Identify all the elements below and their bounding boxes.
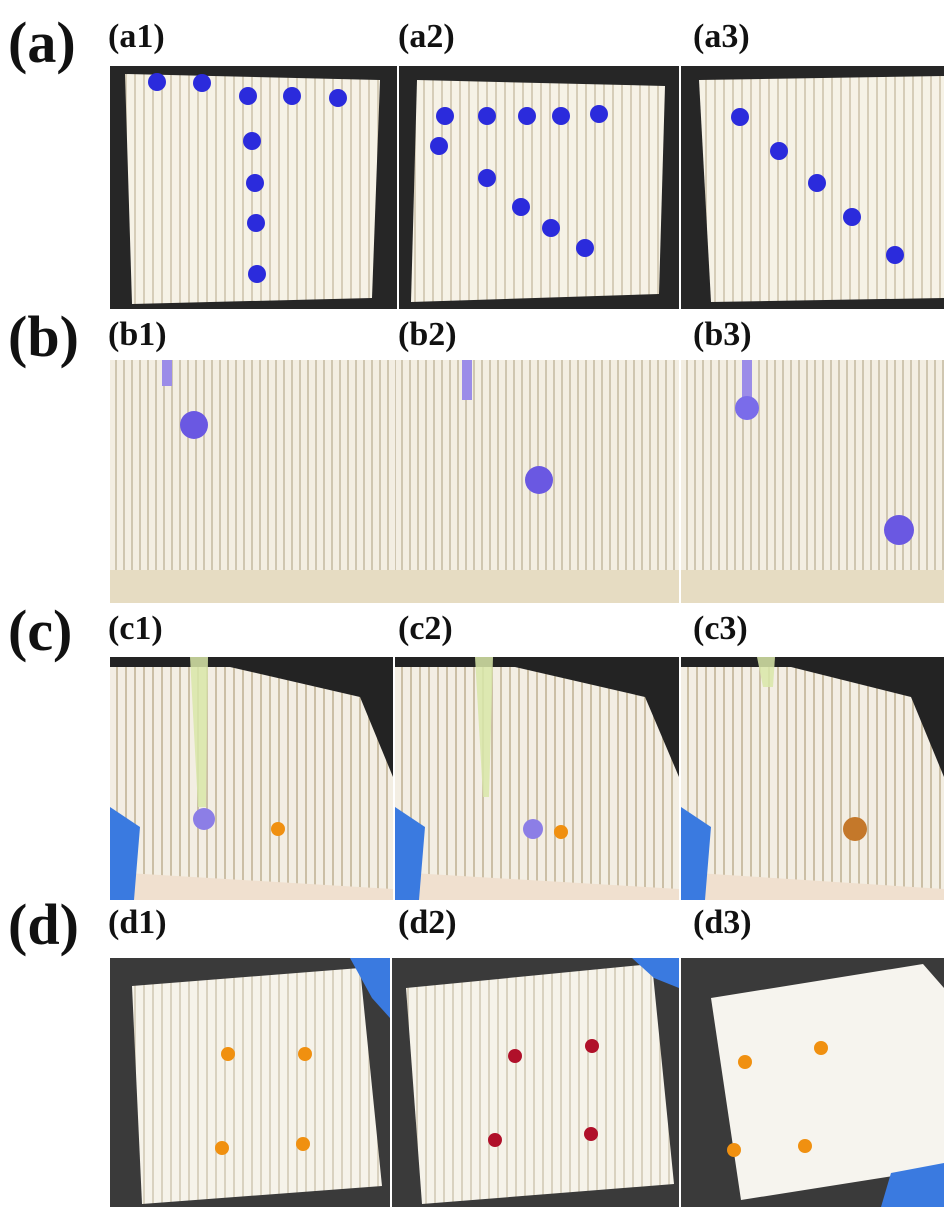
photo-d3 <box>681 958 944 1207</box>
row-label-c: (c) <box>8 598 73 663</box>
panel-label-c2: (c2) <box>398 610 453 647</box>
panel-label-a1: (a1) <box>108 18 165 55</box>
photo-a1 <box>110 66 397 309</box>
droplets-diagonal <box>731 108 904 264</box>
photo-d2 <box>392 958 679 1207</box>
panel-label-a3: (a3) <box>693 18 750 55</box>
droplet <box>884 515 914 545</box>
pipette-tip <box>757 657 775 687</box>
red-droplets <box>488 1039 599 1147</box>
mixed-droplet <box>843 817 867 841</box>
pipette-tip <box>162 360 172 386</box>
droplet <box>180 411 208 439</box>
photo-b1 <box>110 360 397 603</box>
photo-a2 <box>399 66 679 309</box>
droplets-l-diagonal <box>430 105 608 257</box>
row-label-a: (a) <box>8 10 76 75</box>
panel-label-b2: (b2) <box>398 316 457 353</box>
photo-c2 <box>395 657 679 900</box>
purple-droplet <box>193 808 215 830</box>
orange-droplets <box>727 1041 828 1157</box>
photo-b3 <box>681 360 944 603</box>
panel-label-c1: (c1) <box>108 610 163 647</box>
orange-droplet <box>271 822 285 836</box>
row-label-b: (b) <box>8 304 79 369</box>
glove <box>350 958 390 1018</box>
orange-droplet <box>554 825 568 839</box>
photo-d1 <box>110 958 390 1207</box>
glove <box>395 807 425 900</box>
glove <box>881 1163 944 1207</box>
panel-label-a2: (a2) <box>398 18 455 55</box>
pipette-tip <box>475 657 493 797</box>
panel-label-b1: (b1) <box>108 316 167 353</box>
photo-c1 <box>110 657 393 900</box>
pipette-tip <box>742 360 752 400</box>
photo-a3 <box>681 66 944 309</box>
orange-droplets <box>215 1047 312 1155</box>
panel-label-d3: (d3) <box>693 904 752 941</box>
pipette-tip <box>190 657 208 807</box>
droplets-t-shape <box>148 73 347 283</box>
purple-droplet <box>523 819 543 839</box>
photo-b2 <box>396 360 679 603</box>
row-label-d: (d) <box>8 892 79 957</box>
panel-label-b3: (b3) <box>693 316 752 353</box>
glove <box>681 807 711 900</box>
pipette-tip <box>462 360 472 400</box>
panel-label-d1: (d1) <box>108 904 167 941</box>
panel-label-c3: (c3) <box>693 610 748 647</box>
glove <box>110 807 140 900</box>
glove <box>632 958 679 988</box>
pipette-droplet <box>735 396 759 420</box>
panel-label-d2: (d2) <box>398 904 457 941</box>
photo-c3 <box>681 657 944 900</box>
droplet <box>525 466 553 494</box>
